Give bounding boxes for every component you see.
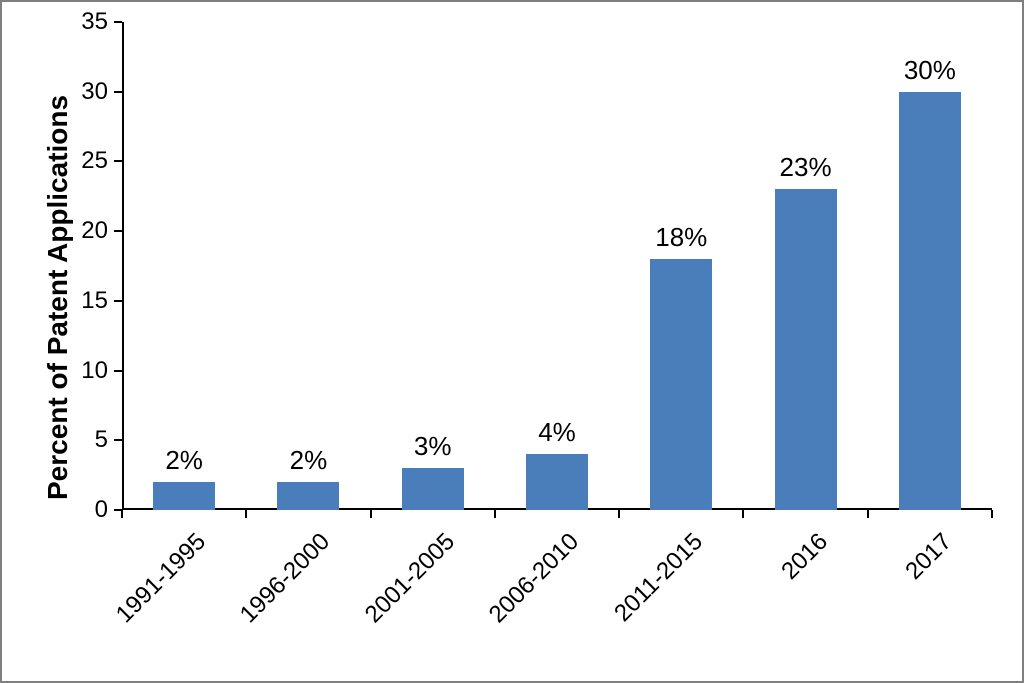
bar xyxy=(775,189,837,510)
x-tick-mark xyxy=(618,510,620,518)
bar xyxy=(277,482,339,510)
y-tick-mark xyxy=(114,21,122,23)
y-tick-label: 10 xyxy=(58,357,108,385)
x-tick-mark xyxy=(991,510,993,518)
y-tick-label: 30 xyxy=(58,78,108,106)
bar-value-label: 2% xyxy=(122,445,246,476)
x-tick-label: 2011-2015 xyxy=(609,528,709,628)
bar xyxy=(650,259,712,510)
x-tick-label: 1991-1995 xyxy=(111,528,212,629)
y-tick-mark xyxy=(114,370,122,372)
chart-frame: Percent of Patent Applications 051015202… xyxy=(0,0,1024,683)
x-tick-label: 2006-2010 xyxy=(484,528,585,629)
x-tick-mark xyxy=(742,510,744,518)
x-tick-mark xyxy=(494,510,496,518)
bar-value-label: 4% xyxy=(495,417,619,448)
x-tick-label: 1996-2000 xyxy=(235,528,336,629)
bar xyxy=(526,454,588,510)
bar xyxy=(402,468,464,510)
x-tick-label: 2001-2005 xyxy=(360,528,461,629)
y-tick-mark xyxy=(114,230,122,232)
y-axis-line xyxy=(122,22,124,510)
y-tick-mark xyxy=(114,160,122,162)
plot-area: 051015202530352%1991-19952%1996-20003%20… xyxy=(122,22,992,510)
y-tick-mark xyxy=(114,91,122,93)
y-tick-label: 25 xyxy=(58,147,108,175)
y-tick-mark xyxy=(114,439,122,441)
bar-value-label: 3% xyxy=(371,431,495,462)
x-tick-label: 2016 xyxy=(776,528,834,586)
x-tick-mark xyxy=(370,510,372,518)
y-tick-label: 0 xyxy=(58,496,108,524)
x-tick-mark xyxy=(121,510,123,518)
bar xyxy=(899,92,961,510)
y-tick-label: 5 xyxy=(58,426,108,454)
x-tick-mark xyxy=(245,510,247,518)
bar xyxy=(153,482,215,510)
y-tick-label: 20 xyxy=(58,217,108,245)
y-tick-label: 35 xyxy=(58,8,108,36)
bar-value-label: 30% xyxy=(868,55,992,86)
x-tick-label: 2017 xyxy=(900,528,958,586)
y-tick-label: 15 xyxy=(58,287,108,315)
y-tick-mark xyxy=(114,300,122,302)
bar-value-label: 18% xyxy=(619,222,743,253)
bar-value-label: 23% xyxy=(743,152,867,183)
x-tick-mark xyxy=(867,510,869,518)
bar-value-label: 2% xyxy=(246,445,370,476)
